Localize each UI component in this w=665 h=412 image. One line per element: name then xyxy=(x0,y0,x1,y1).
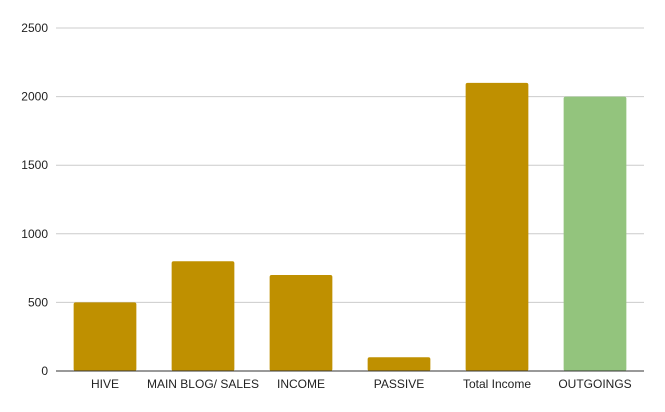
bar-income xyxy=(269,274,333,371)
x-tick-label: MAIN BLOG/ SALES xyxy=(147,377,259,391)
x-tick-label: OUTGOINGS xyxy=(558,377,631,391)
bar-main-blog-sales xyxy=(171,261,235,371)
y-tick-label: 1000 xyxy=(21,227,48,241)
y-tick-label: 2000 xyxy=(21,90,48,104)
bar-total-income xyxy=(465,82,529,371)
bar-outgoings xyxy=(563,96,627,371)
y-tick-label: 1500 xyxy=(21,158,48,172)
y-tick-label: 500 xyxy=(28,295,48,309)
x-tick-label: INCOME xyxy=(277,377,325,391)
y-tick-label: 2500 xyxy=(21,21,48,35)
x-tick-label: Total Income xyxy=(463,377,531,391)
bar-passive xyxy=(367,357,431,371)
bars xyxy=(73,82,627,371)
tick-labels: 0 500 1000 1500 2000 2500 HIVE MAIN BLOG/ SALES… xyxy=(21,21,631,391)
x-tick-label: PASSIVE xyxy=(374,377,424,391)
bar-hive xyxy=(73,302,137,371)
gridlines xyxy=(56,27,644,303)
y-tick-label: 0 xyxy=(41,364,48,378)
x-tick-label: HIVE xyxy=(91,377,119,391)
